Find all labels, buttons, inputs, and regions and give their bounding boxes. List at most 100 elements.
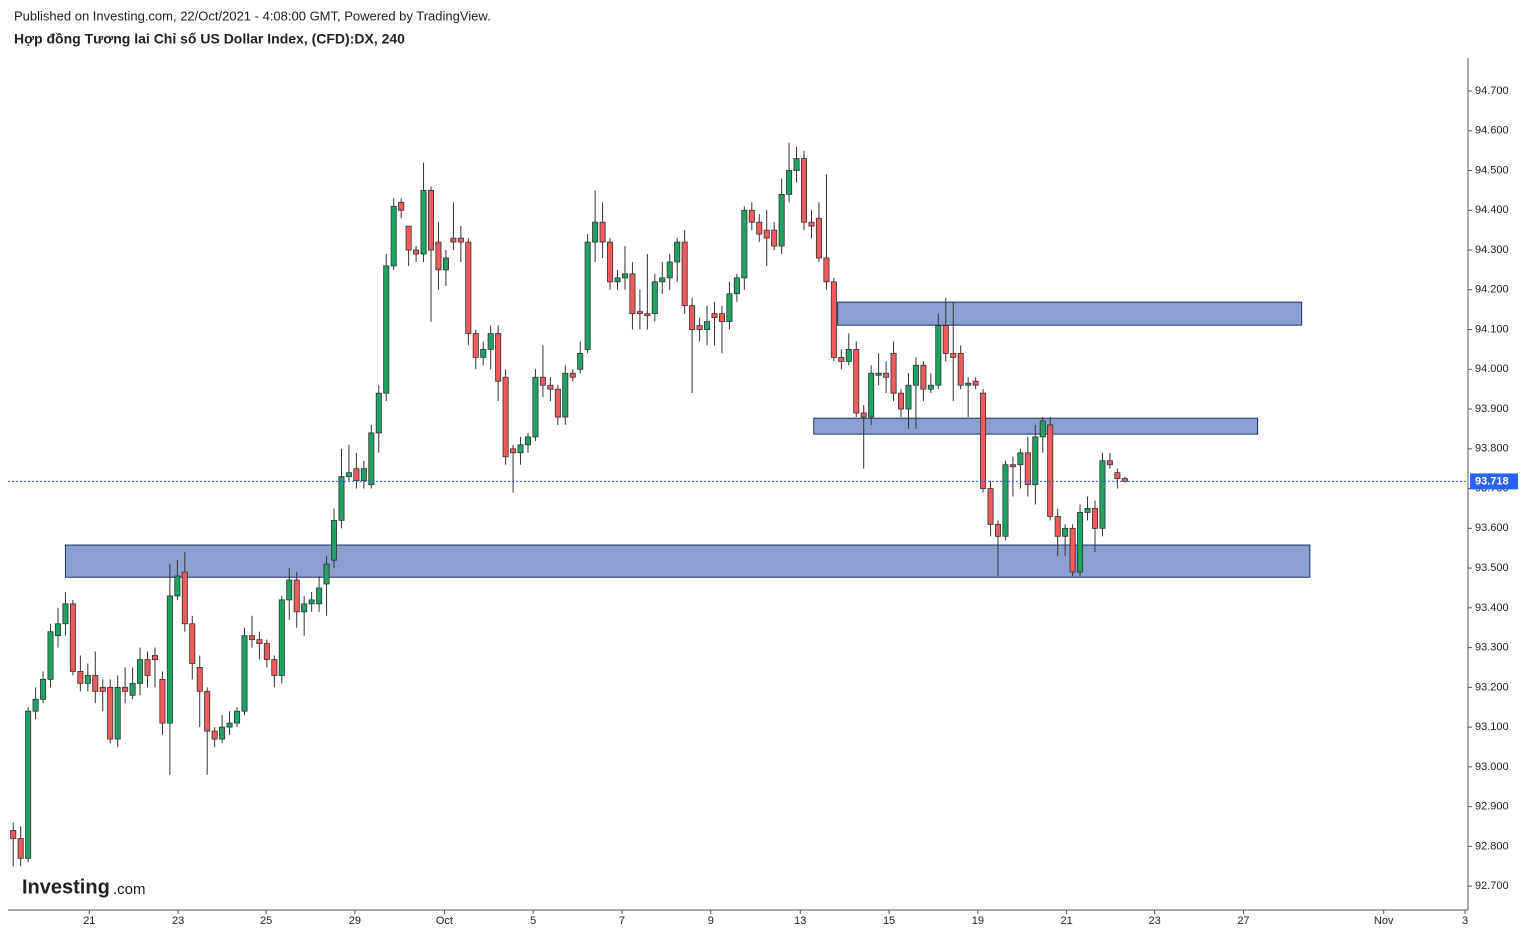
candle-body xyxy=(465,241,472,334)
candle-body xyxy=(562,372,569,418)
candle-body xyxy=(957,352,964,386)
candle-body xyxy=(54,623,61,637)
candle-body xyxy=(696,325,703,330)
candle-body xyxy=(487,333,494,350)
candle-body xyxy=(413,249,420,255)
candle-body xyxy=(84,675,91,684)
candle-body xyxy=(517,444,524,454)
x-tick-label: 25 xyxy=(260,915,272,927)
candle-body xyxy=(263,643,270,660)
candle-body xyxy=(47,631,54,680)
last-price-label: 93.718 xyxy=(1475,475,1509,487)
x-tick-label: 23 xyxy=(172,915,184,927)
candle-body xyxy=(994,523,1002,537)
candle-body xyxy=(219,726,226,740)
candle-body xyxy=(987,488,994,525)
candle-body xyxy=(17,838,24,859)
y-tick-label: 93.800 xyxy=(1475,443,1509,455)
candle-body xyxy=(398,201,405,211)
candle-body xyxy=(316,587,323,605)
y-tick-label: 94.500 xyxy=(1475,164,1509,176)
y-tick-label: 94.200 xyxy=(1475,284,1509,296)
header: Published on Investing.com, 22/Oct/2021 … xyxy=(14,8,491,23)
candle-body xyxy=(1069,527,1076,573)
last-price-box xyxy=(1470,473,1518,490)
candle-body xyxy=(599,221,606,243)
candle-body xyxy=(733,277,740,295)
candle-body xyxy=(569,372,576,378)
candle-body xyxy=(510,448,517,454)
candle-body xyxy=(278,599,285,676)
candle-body xyxy=(256,639,263,645)
candle-body xyxy=(763,229,770,239)
candle-body xyxy=(815,217,822,259)
candle-body xyxy=(174,575,181,597)
y-tick-label: 93.000 xyxy=(1475,761,1509,773)
candle-body xyxy=(122,686,129,692)
candle-body xyxy=(1024,452,1031,485)
candle-body xyxy=(308,599,315,605)
candle-body xyxy=(375,392,382,434)
candle-body xyxy=(69,603,76,672)
candle-body xyxy=(666,261,673,279)
y-tick-label: 93.500 xyxy=(1475,562,1509,574)
candle-body xyxy=(636,311,643,315)
x-tick-label: 21 xyxy=(1061,915,1073,927)
candle-body xyxy=(823,257,830,283)
candle-body xyxy=(1077,512,1084,573)
candle-body xyxy=(1114,472,1121,480)
candle-body xyxy=(144,659,151,676)
candle-body xyxy=(472,333,479,358)
candle-body xyxy=(457,237,464,243)
candle-body xyxy=(360,468,367,482)
candle-body xyxy=(592,221,599,243)
candle-body xyxy=(659,277,666,283)
candle-body xyxy=(838,356,845,362)
candle-body xyxy=(286,579,293,601)
candle-body xyxy=(1062,527,1069,537)
candle-body xyxy=(1054,516,1061,537)
candle-body xyxy=(450,237,457,243)
candle-body xyxy=(62,603,69,625)
candle-body xyxy=(234,710,241,724)
x-tick-label: 27 xyxy=(1237,915,1249,927)
candle-body xyxy=(368,432,375,485)
candle-body xyxy=(674,241,681,263)
candle-body xyxy=(40,679,47,700)
candle-body xyxy=(1084,508,1091,513)
x-tick-label: Oct xyxy=(436,915,453,927)
y-tick-label: 92.700 xyxy=(1475,880,1509,892)
candle-body xyxy=(756,221,763,235)
candle-body xyxy=(293,579,300,613)
candle-body xyxy=(383,265,390,394)
candle-body xyxy=(897,392,905,410)
logo: Investing xyxy=(22,876,110,898)
candle-body xyxy=(860,412,867,418)
candle-body xyxy=(107,686,114,740)
candle-body xyxy=(435,241,442,271)
candle-body xyxy=(539,376,546,386)
candle-body xyxy=(226,722,233,728)
candle-body xyxy=(495,333,502,382)
candle-body xyxy=(920,364,927,390)
candle-body xyxy=(1047,424,1054,517)
candle-body xyxy=(405,225,412,251)
y-tick-label: 93.400 xyxy=(1475,602,1509,614)
y-tick-label: 93.100 xyxy=(1475,721,1509,733)
candle-body xyxy=(950,352,957,358)
candle-body xyxy=(248,635,255,641)
candle-body xyxy=(32,698,39,712)
candle-body xyxy=(25,710,32,859)
candle-body xyxy=(129,682,136,696)
candle-body xyxy=(980,392,987,489)
y-tick-label: 94.300 xyxy=(1475,244,1509,256)
candle-body xyxy=(927,384,934,390)
candle-body xyxy=(532,376,539,438)
y-tick-label: 94.700 xyxy=(1475,85,1509,97)
candle-body xyxy=(114,686,121,740)
candle-body xyxy=(181,571,188,625)
candle-body xyxy=(301,603,308,613)
candle-body xyxy=(972,380,979,386)
candle-body xyxy=(965,382,972,386)
